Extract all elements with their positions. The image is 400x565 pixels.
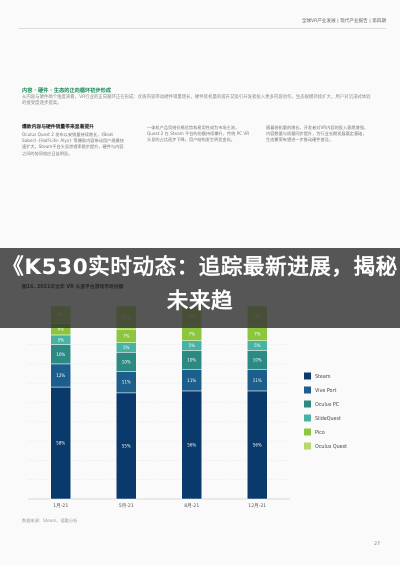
x-tick-label: 12月-21: [248, 503, 266, 509]
data-label: 10%: [122, 359, 131, 364]
data-label: 10%: [56, 352, 65, 357]
data-label: 5%: [123, 345, 130, 350]
data-label: 10%: [253, 358, 262, 363]
data-label: 5%: [189, 343, 196, 348]
text-column-1: 爆款内容与硬件销量带来显著提升 Oculus Quest 2 发布以来销量持续增…: [22, 125, 126, 157]
legend-swatch: [304, 428, 311, 436]
data-label: 11%: [122, 380, 131, 385]
legend-swatch: [304, 372, 311, 380]
legend-swatch: [304, 386, 311, 394]
section-body: 从内容与硬件两个维度来看，VR行业的正向循环正在形成：优质内容带动硬件销量增长，…: [22, 95, 371, 107]
legend-swatch: [304, 414, 311, 422]
legend-label: Vive Port: [315, 388, 336, 394]
column-1-text: Oculus Quest 2 发布以来销量持续增长，《Beat Saber》《H…: [22, 132, 124, 156]
data-label: 6%: [58, 327, 65, 332]
data-label: 12%: [56, 373, 65, 378]
data-label: 58%: [56, 441, 65, 446]
data-label: 11%: [187, 378, 196, 383]
legend-label: Oculus Quest: [315, 444, 347, 450]
x-tick-label: 8月-21: [184, 503, 199, 509]
data-label: 7%: [189, 331, 196, 336]
data-label: 5%: [58, 337, 65, 342]
text-column-2: 一体机产品凭借价格优势和易用性成为市场主流，Quest 2 在 Steam 平台…: [147, 125, 251, 144]
chart-svg: 58%12%10%5%6%9%1月-2155%11%10%5%7%12%5月-2…: [28, 305, 347, 509]
header-rule: [18, 28, 386, 29]
text-column-3: 随着装机量的增长，开发者对VR内容的投入意愿增强，内容数量与质量同步提升，为行业…: [266, 125, 370, 144]
column-2-text: 一体机产品凭借价格优势和易用性成为市场主流，Quest 2 在 Steam 平台…: [147, 125, 250, 143]
data-label: 56%: [187, 442, 196, 447]
legend-label: SlideQuest: [315, 416, 341, 422]
page-number: 27: [374, 542, 380, 547]
section-title: 内容 · 硬件 · 生态的正向循环初步形成: [22, 88, 111, 94]
legend-label: Oculus PC: [315, 402, 340, 408]
column-1-heading: 爆款内容与硬件销量带来显著提升: [22, 125, 94, 130]
x-tick-label: 5月-21: [119, 503, 134, 509]
figure-footnote: 数据来源：Steam，德勤分析: [22, 518, 78, 523]
stacked-bar-chart: 58%12%10%5%6%9%1月-2155%11%10%5%7%12%5月-2…: [22, 298, 378, 513]
data-label: 11%: [253, 378, 262, 383]
data-label: 7%: [123, 333, 130, 338]
header-logo: 全球VR产业发展 | 现代产业报告 | 第四期: [301, 19, 386, 24]
data-label: 55%: [122, 443, 131, 448]
legend-swatch: [304, 442, 311, 450]
x-tick-label: 1月-21: [53, 503, 68, 509]
legend-label: Pico: [315, 430, 325, 436]
overlay-banner: [0, 248, 400, 328]
legend-label: Steam: [315, 374, 331, 380]
data-label: 10%: [187, 358, 196, 363]
legend-swatch: [304, 400, 311, 408]
banner-headline: 《K530实时动态：追踪最新进展，揭秘未来趋: [2, 255, 398, 314]
data-label: 5%: [254, 343, 261, 348]
column-3-text: 随着装机量的增长，开发者对VR内容的投入意愿增强，内容数量与质量同步提升，为行业…: [266, 125, 369, 143]
data-label: 56%: [253, 442, 262, 447]
data-label: 7%: [254, 331, 261, 336]
